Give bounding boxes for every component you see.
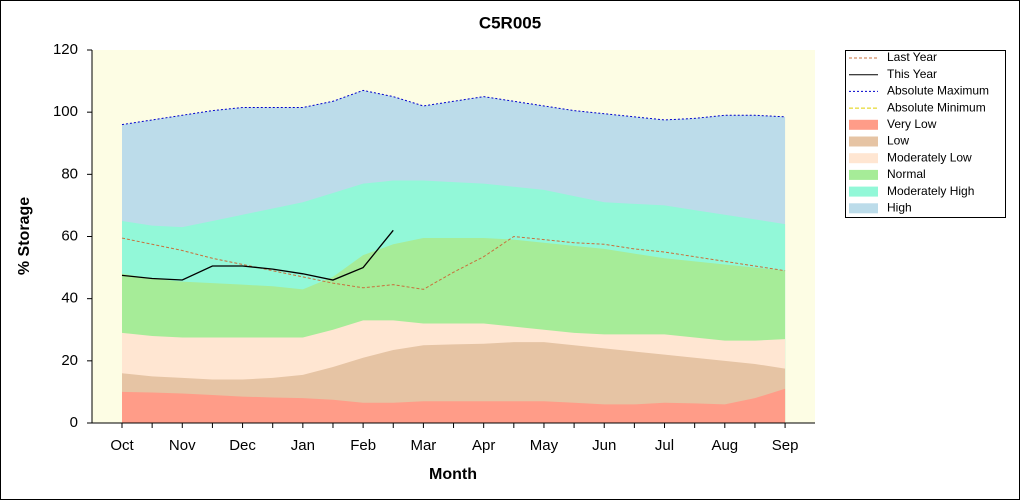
y-tick-label: 40 (61, 290, 78, 307)
y-axis-label: % Storage (16, 197, 33, 275)
legend-swatch (849, 186, 878, 197)
y-tick-label: 0 (70, 414, 78, 431)
x-tick-label: May (530, 437, 559, 454)
band-area (122, 388, 786, 423)
x-tick-label: Mar (410, 437, 436, 454)
legend-swatch (849, 119, 878, 130)
x-tick-label: Sep (772, 437, 799, 454)
legend-swatch (849, 136, 878, 147)
legend-label: Last Year (887, 50, 937, 64)
x-tick-label: Aug (711, 437, 738, 454)
x-tick-label: Dec (229, 437, 256, 454)
legend-label: Very Low (887, 117, 937, 131)
legend-label: Absolute Maximum (887, 84, 989, 98)
legend-swatch (849, 153, 878, 164)
x-tick-label: Jun (592, 437, 616, 454)
y-tick-label: 20 (61, 352, 78, 369)
legend-label: Normal (887, 167, 926, 181)
legend-label: This Year (887, 67, 937, 81)
x-tick-label: Nov (169, 437, 196, 454)
chart-title: C5R005 (479, 13, 541, 32)
legend-label: High (887, 200, 912, 214)
y-tick-label: 120 (53, 41, 78, 58)
x-tick-label: Jul (655, 437, 674, 454)
y-tick-label: 80 (61, 165, 78, 182)
x-tick-label: Apr (472, 437, 495, 454)
y-tick-label: 60 (61, 227, 78, 244)
legend-label: Absolute Minimum (887, 100, 986, 114)
x-tick-label: Oct (110, 437, 134, 454)
legend-label: Moderately Low (887, 150, 972, 164)
series-line (121, 89, 786, 126)
legend-label: Low (887, 134, 909, 148)
legend-label: Moderately High (887, 184, 974, 198)
x-tick-label: Feb (350, 437, 376, 454)
y-tick-label: 100 (53, 103, 78, 120)
series-line (121, 229, 394, 281)
series-line (121, 235, 786, 290)
x-tick-label: Jan (291, 437, 315, 454)
legend-swatch (849, 169, 878, 180)
x-axis-label: Month (429, 466, 477, 483)
legend-swatch (849, 203, 878, 214)
